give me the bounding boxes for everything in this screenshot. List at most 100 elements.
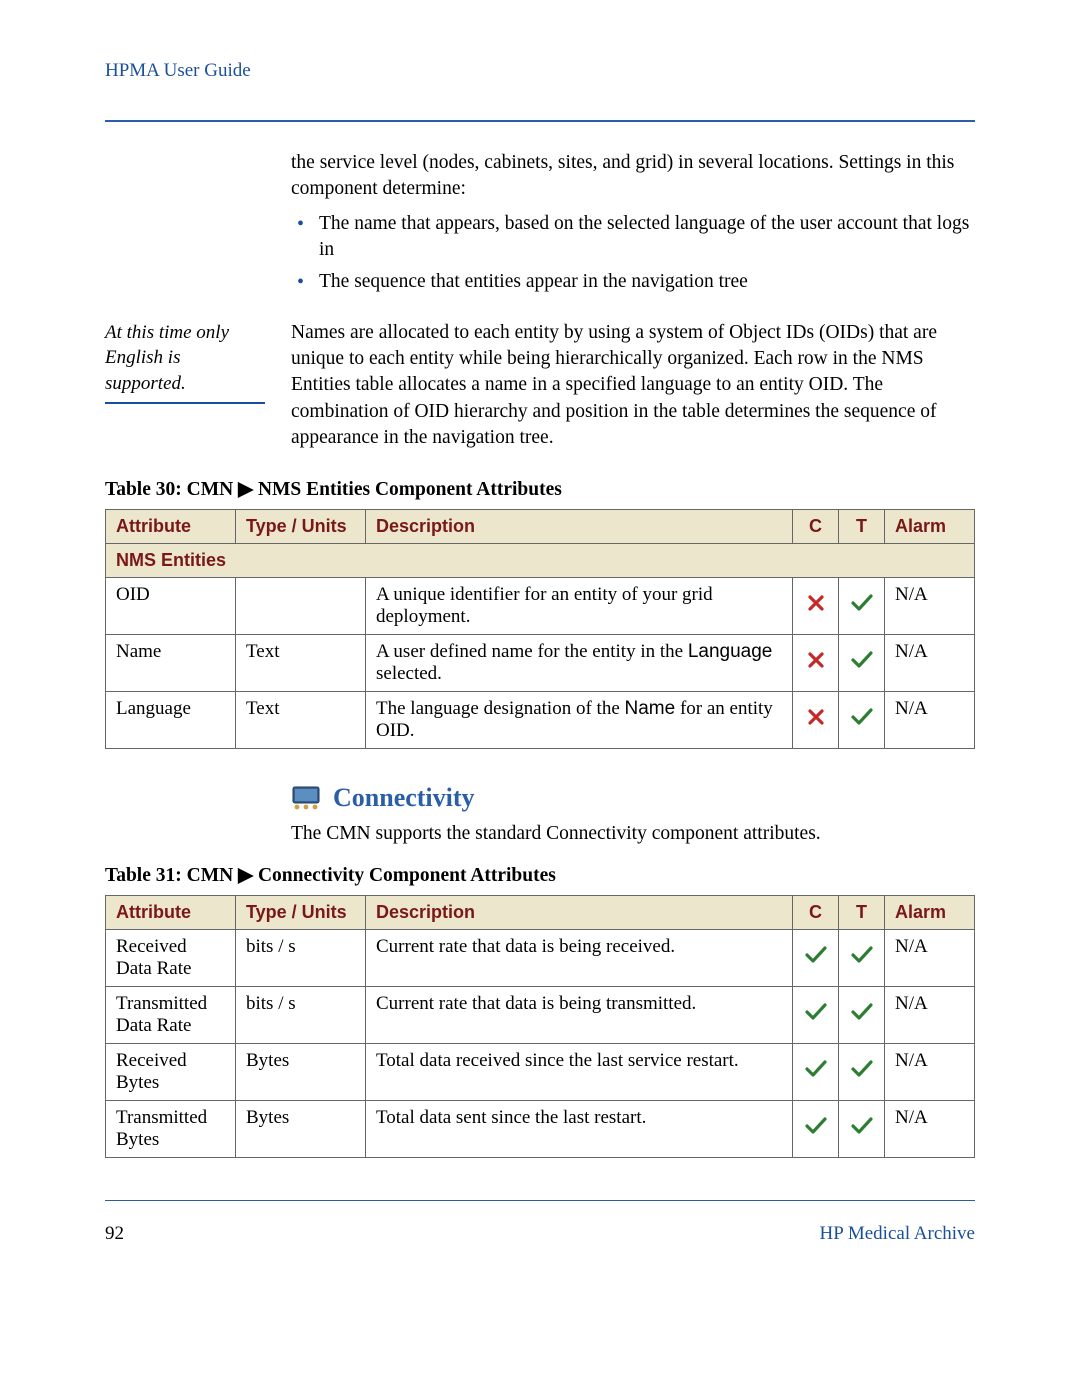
table-row: OID A unique identifier for an entity of…: [106, 578, 975, 635]
check-icon: [805, 1117, 827, 1135]
page-header: HPMA User Guide: [105, 60, 975, 82]
th-c: C: [793, 896, 839, 930]
connectivity-heading: Connectivity: [333, 783, 475, 813]
intro-bullet-1: The name that appears, based on the sele…: [315, 211, 975, 264]
th-alarm: Alarm: [885, 510, 975, 544]
cell-description: Current rate that data is being transmit…: [366, 987, 793, 1044]
x-icon: [807, 594, 825, 612]
cell-attribute: Transmitted Bytes: [106, 1101, 236, 1158]
cell-t: [839, 987, 885, 1044]
footer-brand: HP Medical Archive: [820, 1223, 975, 1245]
cell-description: Total data sent since the last restart.: [366, 1101, 793, 1158]
cell-c: [793, 692, 839, 749]
top-rule: [105, 120, 975, 122]
cell-attribute: Language: [106, 692, 236, 749]
cell-description: A unique identifier for an entity of you…: [366, 578, 793, 635]
cell-c: [793, 635, 839, 692]
check-icon: [805, 946, 827, 964]
cell-type: Bytes: [236, 1044, 366, 1101]
cell-type: [236, 578, 366, 635]
cell-type: Bytes: [236, 1101, 366, 1158]
cell-attribute: Transmitted Data Rate: [106, 987, 236, 1044]
cell-alarm: N/A: [885, 987, 975, 1044]
connectivity-icon: [291, 785, 321, 811]
check-icon: [851, 594, 873, 612]
connectivity-desc: The CMN supports the standard Connectivi…: [291, 823, 975, 845]
check-icon: [851, 651, 873, 669]
cell-t: [839, 692, 885, 749]
check-icon: [851, 1060, 873, 1078]
intro-bullet-2: The sequence that entities appear in the…: [315, 269, 975, 295]
table30: Attribute Type / Units Description C T A…: [105, 509, 975, 749]
page-footer: 92 HP Medical Archive: [105, 1223, 975, 1245]
table-row: Name Text A user defined name for the en…: [106, 635, 975, 692]
table-row: Transmitted BytesBytesTotal data sent si…: [106, 1101, 975, 1158]
cell-description: The language designation of the Name for…: [366, 692, 793, 749]
cell-alarm: N/A: [885, 578, 975, 635]
check-icon: [851, 1117, 873, 1135]
x-icon: [807, 708, 825, 726]
check-icon: [805, 1060, 827, 1078]
oid-paragraph: Names are allocated to each entity by us…: [291, 320, 975, 452]
table31: Attribute Type / Units Description C T A…: [105, 895, 975, 1158]
cell-description: Current rate that data is being received…: [366, 930, 793, 987]
cell-t: [839, 930, 885, 987]
cell-t: [839, 578, 885, 635]
intro-bullets: The name that appears, based on the sele…: [291, 211, 975, 296]
intro-block: the service level (nodes, cabinets, site…: [105, 150, 975, 302]
th-alarm: Alarm: [885, 896, 975, 930]
th-c: C: [793, 510, 839, 544]
connectivity-heading-row: Connectivity: [291, 783, 975, 813]
side-note: At this time only English is supported.: [105, 320, 265, 405]
cell-t: [839, 635, 885, 692]
cell-description: A user defined name for the entity in th…: [366, 635, 793, 692]
cell-alarm: N/A: [885, 692, 975, 749]
th-type: Type / Units: [236, 510, 366, 544]
table31-caption: Table 31: CMN ▶ Connectivity Component A…: [105, 863, 975, 887]
check-icon: [851, 1003, 873, 1021]
table30-head: Attribute Type / Units Description C T A…: [106, 510, 975, 544]
cell-description: Total data received since the last servi…: [366, 1044, 793, 1101]
table30-section-label: NMS Entities: [106, 544, 975, 578]
page-number: 92: [105, 1223, 124, 1245]
cell-c: [793, 1044, 839, 1101]
th-description: Description: [366, 510, 793, 544]
cell-alarm: N/A: [885, 1101, 975, 1158]
cell-attribute: Received Data Rate: [106, 930, 236, 987]
cell-type: bits / s: [236, 987, 366, 1044]
th-t: T: [839, 896, 885, 930]
cell-t: [839, 1101, 885, 1158]
th-description: Description: [366, 896, 793, 930]
table30-section-row: NMS Entities: [106, 544, 975, 578]
th-t: T: [839, 510, 885, 544]
check-icon: [851, 708, 873, 726]
cell-type: bits / s: [236, 930, 366, 987]
cell-c: [793, 578, 839, 635]
table-row: Transmitted Data Ratebits / sCurrent rat…: [106, 987, 975, 1044]
check-icon: [805, 1003, 827, 1021]
cell-attribute: OID: [106, 578, 236, 635]
cell-c: [793, 930, 839, 987]
table30-caption: Table 30: CMN ▶ NMS Entities Component A…: [105, 477, 975, 501]
x-icon: [807, 651, 825, 669]
cell-attribute: Received Bytes: [106, 1044, 236, 1101]
th-attribute: Attribute: [106, 896, 236, 930]
table-row: Language Text The language designation o…: [106, 692, 975, 749]
cell-t: [839, 1044, 885, 1101]
table-row: Received BytesBytesTotal data received s…: [106, 1044, 975, 1101]
th-type: Type / Units: [236, 896, 366, 930]
cell-alarm: N/A: [885, 635, 975, 692]
table-row: Received Data Ratebits / sCurrent rate t…: [106, 930, 975, 987]
table31-head: Attribute Type / Units Description C T A…: [106, 896, 975, 930]
th-attribute: Attribute: [106, 510, 236, 544]
intro-paragraph: the service level (nodes, cabinets, site…: [291, 150, 975, 203]
check-icon: [851, 946, 873, 964]
bottom-rule: [105, 1200, 975, 1201]
cell-type: Text: [236, 635, 366, 692]
oid-block: At this time only English is supported. …: [105, 320, 975, 460]
cell-c: [793, 987, 839, 1044]
cell-c: [793, 1101, 839, 1158]
cell-alarm: N/A: [885, 1044, 975, 1101]
cell-alarm: N/A: [885, 930, 975, 987]
cell-attribute: Name: [106, 635, 236, 692]
